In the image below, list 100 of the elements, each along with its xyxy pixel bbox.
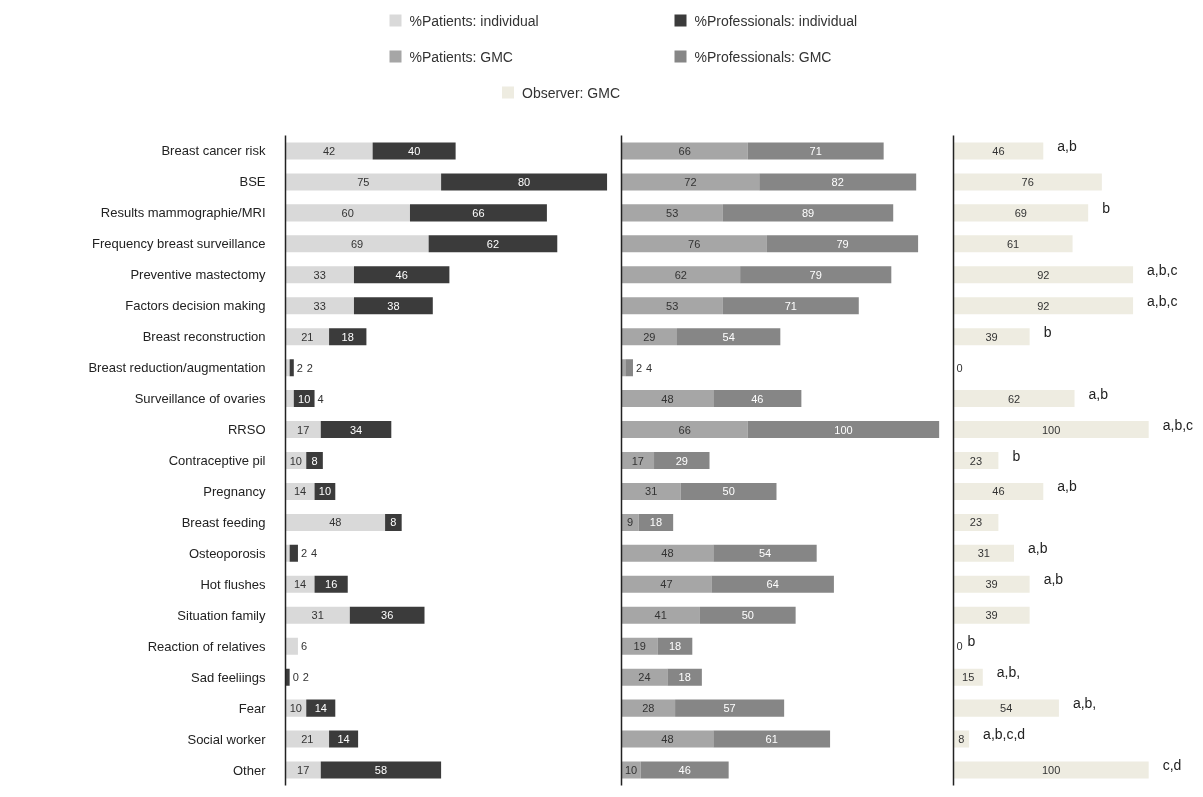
bar — [953, 699, 1059, 717]
y-tick-label: Preventive mastectomy — [130, 267, 266, 283]
data-label: 15 — [962, 671, 975, 684]
legend-label: %Professionals: GMC — [694, 48, 832, 65]
annotation: c,d — [1162, 757, 1182, 774]
annotation: b — [1012, 447, 1021, 464]
data-label: 2 — [635, 361, 643, 374]
bar — [621, 266, 741, 284]
data-label: 60 — [341, 206, 354, 219]
data-label: 57 — [723, 702, 736, 715]
bar — [675, 699, 785, 717]
data-label: 75 — [357, 175, 370, 188]
data-label: 34 — [349, 423, 363, 436]
y-tick-label: Reaction of relatives — [147, 638, 266, 654]
annotation: a,b — [1057, 478, 1077, 495]
annotation: b — [1102, 199, 1111, 216]
bar — [285, 359, 290, 377]
data-label: 53 — [666, 206, 679, 219]
bar — [953, 204, 1089, 222]
bar — [766, 235, 919, 253]
bar — [621, 235, 767, 253]
bar — [953, 421, 1149, 439]
bar — [747, 421, 940, 439]
bar — [372, 142, 456, 160]
data-label: 18 — [668, 640, 682, 653]
bar — [759, 173, 917, 191]
data-label: 29 — [643, 330, 656, 343]
bar — [953, 390, 1075, 408]
data-label: 76 — [688, 237, 701, 250]
y-tick-label: Results mammographie/MRI — [100, 205, 266, 221]
legend-label: %Patients: GMC — [409, 48, 513, 65]
bar — [285, 730, 330, 748]
data-label: 2 — [296, 361, 303, 374]
data-label: 19 — [633, 640, 646, 653]
bar — [621, 173, 760, 191]
bar — [285, 637, 298, 655]
bar — [621, 328, 677, 346]
y-tick-label: Frequency breast surveillance — [92, 236, 266, 252]
legend-label: %Patients: individual — [409, 12, 539, 29]
data-label: 46 — [992, 485, 1005, 498]
data-label: 14 — [293, 578, 307, 591]
data-label: 18 — [341, 330, 354, 343]
bar — [621, 575, 712, 593]
data-label: 47 — [660, 578, 673, 591]
data-label: 2 — [306, 361, 313, 374]
data-label: 54 — [1000, 702, 1013, 715]
bar — [285, 204, 410, 222]
data-label: 46 — [678, 764, 691, 777]
data-label: 10 — [289, 454, 303, 467]
data-label: 54 — [722, 330, 735, 343]
bar — [713, 544, 817, 562]
bar — [953, 606, 1030, 624]
data-label: 2 — [302, 671, 309, 684]
bar — [640, 761, 729, 779]
data-label: 4 — [310, 547, 318, 560]
y-tick-label: Hot flushes — [200, 576, 266, 592]
data-label: 48 — [661, 547, 674, 560]
y-tick-label: Social worker — [187, 731, 267, 747]
data-label: 16 — [325, 578, 338, 591]
data-label: 48 — [661, 733, 674, 746]
bar — [621, 668, 668, 686]
annotation: a,b — [1028, 540, 1048, 557]
bar — [289, 359, 294, 377]
y-tick-label: Breast reduction/augmentation — [88, 360, 266, 376]
bar — [621, 142, 748, 160]
data-label: 46 — [751, 392, 764, 405]
y-tick-label: Pregnancy — [203, 483, 266, 499]
data-label: 0 — [292, 671, 299, 684]
bar — [953, 544, 1015, 562]
data-label: 10 — [298, 392, 311, 405]
data-label: 62 — [674, 268, 687, 281]
bar — [441, 173, 608, 191]
annotation: b — [967, 633, 976, 650]
data-label: 6 — [300, 640, 308, 653]
legend-label: Observer: GMC — [522, 84, 621, 101]
data-label: 17 — [297, 423, 310, 436]
data-label: 33 — [313, 268, 326, 281]
data-label: 4 — [645, 361, 653, 374]
bar — [953, 173, 1102, 191]
bar — [747, 142, 884, 160]
data-label: 38 — [387, 299, 400, 312]
data-label: 100 — [1041, 423, 1061, 436]
bar — [409, 204, 547, 222]
data-label: 24 — [638, 671, 651, 684]
bar — [699, 606, 796, 624]
data-label: 41 — [654, 609, 667, 622]
data-label: 8 — [390, 516, 397, 529]
data-label: 10 — [318, 485, 332, 498]
data-label: 80 — [517, 175, 531, 188]
bar — [353, 297, 433, 315]
data-label: 89 — [801, 206, 815, 219]
data-label: 31 — [977, 547, 990, 560]
y-tick-label: Fear — [238, 700, 267, 716]
bar — [621, 482, 681, 500]
y-tick-label: BSE — [239, 174, 266, 190]
data-label: 71 — [784, 299, 797, 312]
y-tick-label: Breast cancer risk — [161, 143, 266, 159]
data-label: 33 — [313, 299, 326, 312]
data-label: 14 — [337, 733, 350, 746]
bar — [621, 544, 714, 562]
